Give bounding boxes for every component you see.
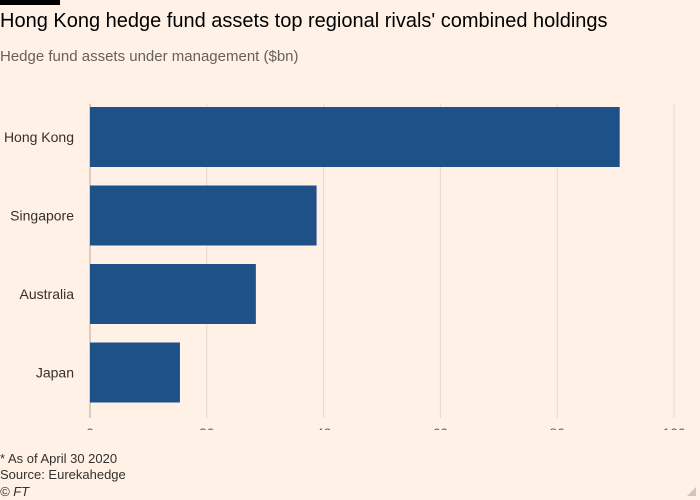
- chart-subtitle: Hedge fund assets under management ($bn): [0, 48, 299, 65]
- x-tick-label: 0: [86, 425, 94, 430]
- category-label: Australia: [20, 286, 75, 302]
- bar: [90, 264, 256, 324]
- category-label: Hong Kong: [4, 129, 74, 145]
- x-tick-label: 100: [662, 425, 686, 430]
- resize-corner-icon: [687, 487, 696, 496]
- bar-chart: Hong Kong Singapore Australia Japan 0 20 40 60…: [4, 104, 686, 430]
- source-note: Source: Eurekahedge: [0, 467, 126, 482]
- bar: [90, 342, 180, 403]
- x-tick-label: 60: [433, 425, 449, 430]
- footnote: * As of April 30 2020: [0, 451, 118, 466]
- category-labels: Hong Kong Singapore Australia Japan: [4, 129, 74, 381]
- ft-credit: © FT: [0, 484, 30, 499]
- x-tick-label: 80: [549, 425, 565, 430]
- bar: [90, 185, 317, 246]
- x-tick-label: 40: [316, 425, 332, 430]
- bar: [90, 107, 620, 167]
- category-label: Singapore: [10, 208, 74, 224]
- x-tick-labels: 0 20 40 60 80 100: [86, 425, 686, 430]
- chart-title: Hong Kong hedge fund assets top regional…: [0, 10, 608, 32]
- ft-top-bar: [0, 0, 60, 5]
- category-label: Japan: [36, 365, 74, 381]
- x-tick-label: 20: [199, 425, 215, 430]
- bars: [90, 107, 620, 403]
